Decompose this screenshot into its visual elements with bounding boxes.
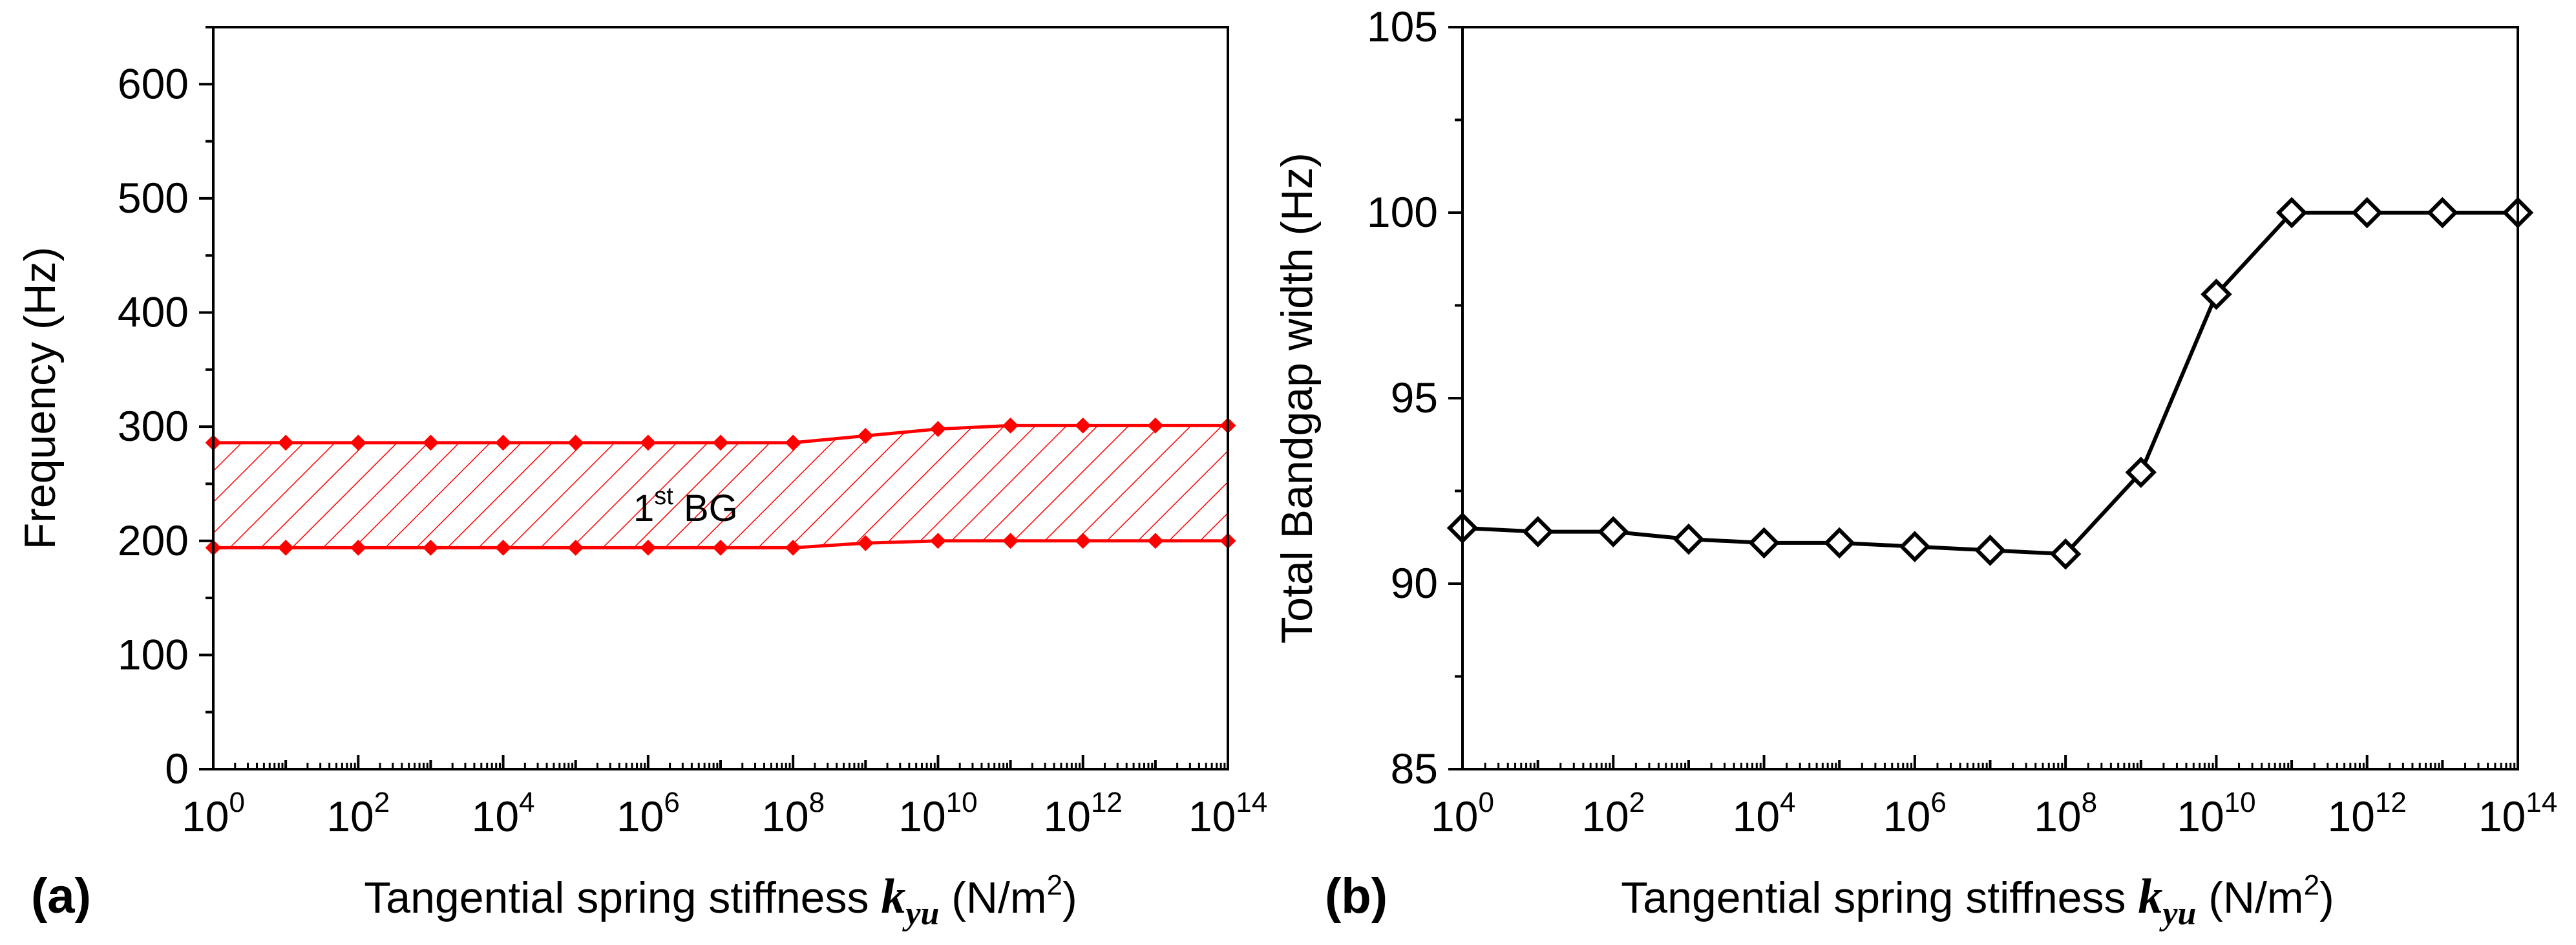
y-tick-label: 0 [165, 745, 189, 792]
lower-edge-marker [277, 539, 294, 556]
bandgap-width-marker [1899, 531, 1931, 562]
lower-edge-marker [350, 539, 366, 556]
y-tick-label: 95 [1391, 374, 1438, 421]
x-tick-label: 100 [182, 787, 245, 840]
upper-edge-marker [712, 434, 729, 451]
upper-edge-marker [350, 434, 366, 451]
y-tick-label: 200 [118, 516, 189, 564]
plot-frame-b [1461, 26, 2519, 770]
x-tick-label: 108 [2034, 787, 2097, 840]
bandgap-width-marker [1823, 527, 1855, 559]
lower-edge-marker [1002, 533, 1019, 549]
x-tick-label: 1014 [1188, 787, 1267, 840]
x-tick-label: 108 [761, 787, 825, 840]
x-tick-label: 104 [1733, 787, 1796, 840]
upper-edge-marker [567, 434, 584, 451]
x-tick-label: 100 [1431, 787, 1494, 840]
panel-label-b: (b) [1325, 869, 1388, 924]
bandgap-width-marker [1673, 523, 1705, 555]
band-hatch-fill [213, 425, 1228, 548]
y-axis-title-a: Frequency (Hz) [16, 247, 65, 550]
upper-edge-marker [423, 434, 439, 451]
lower-edge-marker [930, 533, 946, 549]
x-tick-label: 1012 [1044, 787, 1123, 840]
lower-edge-marker [1075, 533, 1092, 549]
lower-edge-marker [423, 539, 439, 556]
bandgap-width-marker [2049, 538, 2082, 570]
y-tick-label: 105 [1367, 3, 1438, 50]
lower-edge-marker [495, 539, 511, 556]
x-ticks-b: 100 102 104 106 108 1010 1012 1014 [1431, 755, 2557, 840]
upper-edge-marker [1075, 417, 1092, 434]
x-tick-label: 1010 [2177, 787, 2255, 840]
bandgap-width-marker [1522, 516, 1554, 547]
bandgap-width-marker [2201, 279, 2232, 310]
series-markers [1446, 196, 2534, 570]
band-annotation: 1st BG [633, 483, 738, 529]
upper-edge-marker [857, 427, 874, 444]
series-line [1462, 211, 2518, 557]
y-tick-label: 85 [1391, 745, 1438, 792]
y-ticks-b: 85 90 95 100 105 [1367, 3, 1462, 792]
upper-edge-marker [495, 434, 511, 451]
lower-edge-marker [640, 539, 657, 556]
upper-edge-marker [930, 421, 946, 438]
bandgap-width-marker [2427, 196, 2458, 229]
lower-edge-marker [567, 539, 584, 556]
lower-edge-marker [1147, 533, 1164, 549]
y-tick-label: 100 [1367, 188, 1438, 236]
y-axis-title-b: Total Bandgap width (Hz) [1272, 153, 1322, 644]
y-tick-label: 600 [118, 59, 189, 107]
x-ticks-a: 100 102 104 106 108 1010 1012 1014 [182, 755, 1267, 840]
upper-edge-marker [785, 434, 801, 451]
upper-edge-marker [1002, 417, 1019, 434]
x-tick-label: 106 [1883, 787, 1947, 840]
y-tick-label: 300 [118, 402, 189, 450]
lower-edge-marker [712, 539, 729, 556]
y-tick-label: 400 [118, 288, 189, 336]
x-tick-label: 106 [617, 787, 680, 840]
bandgap-width-marker [1598, 516, 1629, 547]
lower-edge-marker [857, 535, 874, 551]
upper-edge-marker [1147, 417, 1164, 434]
x-tick-label: 1014 [2478, 787, 2557, 840]
bandgap-width-marker [2351, 196, 2383, 229]
upper-edge-marker [277, 434, 294, 451]
x-tick-label: 104 [472, 787, 535, 840]
y-tick-label: 90 [1391, 559, 1438, 607]
x-tick-label: 102 [1581, 787, 1645, 840]
bandgap-width-marker [2275, 196, 2308, 229]
x-tick-label: 102 [326, 787, 390, 840]
y-tick-label: 100 [118, 630, 189, 678]
x-tick-label: 1010 [898, 787, 977, 840]
bandgap-width-line [1462, 211, 2518, 557]
x-axis-title-a: Tangential spring stiffness kyu (N/m2) [364, 869, 1077, 932]
band-markers [205, 417, 1236, 556]
bandgap-width-marker [1974, 535, 2006, 566]
y-tick-label: 500 [118, 174, 189, 222]
lower-edge-marker [785, 539, 801, 556]
bandgap-width-marker [1748, 527, 1780, 559]
upper-edge-marker [640, 434, 657, 451]
plot-frame-a [212, 26, 1229, 770]
panel-label-a: (a) [31, 869, 91, 924]
bandgap-width-marker [2125, 456, 2157, 489]
panel-b: 85 90 95 100 105 100 102 104 106 108 1010 1012 1014… [1272, 3, 2557, 932]
y-ticks-a: 0 100 200 300 400 500 600 [118, 26, 213, 792]
x-tick-label: 1012 [2328, 787, 2407, 840]
x-axis-title-b: Tangential spring stiffness kyu (N/m2) [1621, 869, 2334, 932]
